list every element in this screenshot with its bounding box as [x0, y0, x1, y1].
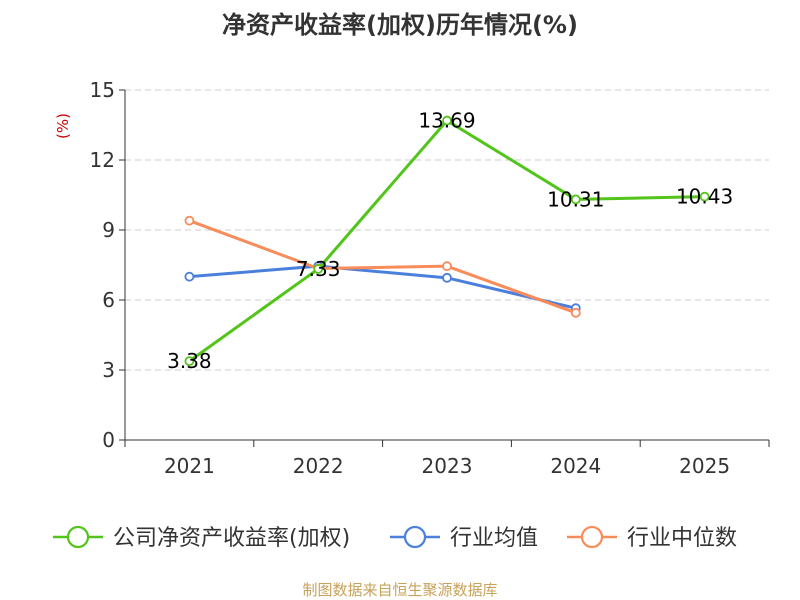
source-note: 制图数据来自恒生聚源数据库 [302, 581, 497, 599]
gridlines [125, 89, 769, 371]
data-label: 13.69 [418, 109, 475, 133]
legend: 公司净资产收益率(加权) 行业均值 行业中位数 [53, 525, 737, 551]
series-line [188, 219, 577, 315]
y-tick-label: 15 [90, 78, 115, 102]
y-tick-label: 12 [90, 148, 115, 172]
data-label: 10.31 [547, 187, 604, 211]
y-tick-label: 6 [102, 288, 115, 312]
y-axis-label: (%) [54, 113, 72, 139]
series-group [184, 115, 710, 367]
legend-item: 行业中位数 [567, 525, 737, 551]
data-label: 3.38 [167, 349, 212, 373]
data-point [442, 261, 452, 272]
data-point [442, 272, 452, 283]
legend-label: 行业中位数 [627, 526, 737, 551]
data-label: 10.43 [676, 185, 733, 209]
series-line [188, 119, 705, 363]
data-point [570, 307, 581, 318]
legend-label: 行业均值 [450, 526, 538, 551]
data-point [570, 194, 581, 205]
legend-marker [66, 525, 90, 549]
y-tick-label: 0 [102, 428, 115, 452]
y-tick-label: 9 [102, 218, 115, 242]
data-point [699, 191, 710, 202]
data-labels: 3.38 7.33 13.69 10.31 10.43 [167, 109, 733, 374]
legend-marker [580, 525, 604, 549]
x-tick-label: 2025 [679, 454, 730, 478]
legend-item: 公司净资产收益率(加权) [53, 525, 350, 551]
data-label: 7.33 [296, 257, 341, 281]
x-tick-label: 2021 [164, 454, 215, 478]
x-tick-label: 2022 [293, 454, 344, 478]
axes: 0 3 6 9 12 15 2021 2022 2023 2024 2025 [90, 78, 770, 478]
legend-item: 行业均值 [390, 525, 538, 551]
series-line [189, 264, 577, 310]
legend-label: 公司净资产收益率(加权) [113, 526, 350, 551]
data-point [313, 264, 324, 274]
y-tick-label: 3 [102, 358, 115, 382]
data-point [184, 215, 195, 226]
x-tick-label: 2024 [550, 454, 601, 478]
legend-marker [403, 525, 427, 549]
chart-title: 净资产收益率(加权)历年情况(%) [222, 11, 578, 39]
data-point [442, 115, 452, 126]
data-point [184, 356, 195, 367]
x-tick-label: 2023 [422, 454, 473, 478]
data-point [184, 271, 195, 282]
